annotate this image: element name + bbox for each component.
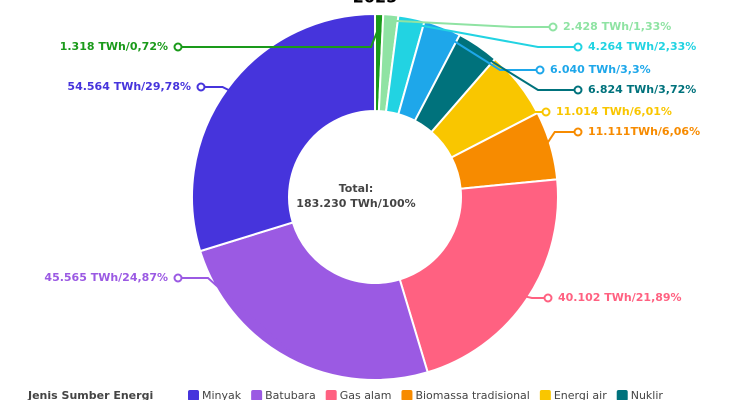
- leader-line: [390, 19, 553, 28]
- slice: [191, 12, 376, 253]
- value-label: 45.565 TWh/24,87%: [44, 271, 168, 284]
- chart-title: 2025: [353, 0, 398, 7]
- value-label: 6.040 TWh/3,3%: [550, 63, 651, 76]
- leader-line: [543, 131, 578, 148]
- label-dot: [548, 22, 558, 32]
- leader-line: [178, 20, 380, 48]
- legend-label: Minyak: [202, 389, 242, 400]
- value-label: 2.428 TWh/1,33%: [563, 20, 671, 33]
- label-dot: [573, 42, 583, 52]
- leader-line: [474, 49, 578, 91]
- leader-line: [410, 22, 578, 48]
- label-dot: [535, 65, 545, 75]
- legend-swatch: [188, 390, 199, 400]
- label-dot: [196, 82, 206, 92]
- leader-line: [521, 294, 548, 299]
- legend-title: Jenis Sumber Energi: [27, 389, 153, 400]
- value-label: 11.014 TWh/6,01%: [556, 105, 672, 118]
- center-value: 183.230 TWh/100%: [296, 197, 415, 210]
- slice: [398, 178, 559, 374]
- leader-line: [178, 277, 293, 354]
- legend-swatch: [616, 390, 628, 400]
- label-dot: [173, 273, 183, 283]
- value-label: 11.111TWh/6,06%: [588, 125, 700, 138]
- value-label: 54.564 TWh/29,78%: [67, 80, 191, 93]
- value-label: 1.318 TWh/0,72%: [60, 40, 168, 53]
- center-label: Total:: [339, 182, 373, 195]
- leader-line: [201, 86, 233, 93]
- label-dot: [573, 85, 583, 95]
- leader-line: [513, 87, 546, 113]
- legend-label: Energi air: [554, 389, 607, 400]
- label-dot: [573, 127, 583, 137]
- label-dot: [543, 293, 553, 303]
- value-label: 40.102 TWh/21,89%: [558, 291, 682, 304]
- legend-swatch: [325, 390, 337, 400]
- value-label: 6.824 TWh/3,72%: [588, 83, 696, 96]
- leader-line: [439, 31, 540, 71]
- legend-swatch: [251, 390, 263, 400]
- slice: [198, 221, 429, 381]
- legend-swatch: [539, 390, 551, 400]
- label-dot: [541, 107, 551, 117]
- legend-label: Nuklir: [631, 389, 664, 400]
- value-label: 4.264 TWh/2,33%: [588, 40, 696, 53]
- legend-label: Batubara: [265, 389, 316, 400]
- legend-swatch: [401, 390, 413, 400]
- legend-label: Biomassa tradisional: [415, 389, 529, 400]
- label-dot: [173, 42, 183, 52]
- legend-label: Gas alam: [340, 389, 392, 400]
